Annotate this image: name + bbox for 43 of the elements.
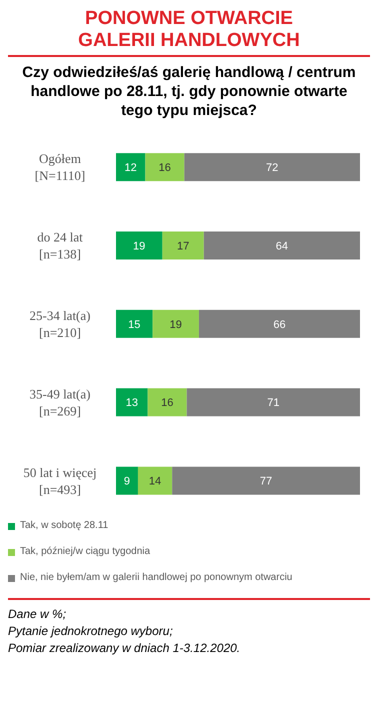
y-tick-label: do 24 lat [n=138] [37, 230, 84, 262]
chart-title: PONOWNE OTWARCIE GALERII HANDLOWYCH [8, 8, 370, 57]
y-tick-label: 50 lat i więcej [n=493] [23, 464, 97, 497]
data-label: 9 [124, 476, 130, 488]
chart-subtitle: Czy odwiedziłeś/aś galerię handlową / centrum handlowe po 28.11, tj. gdy ponownie otwarte tego typu miejsca? [22, 63, 356, 120]
data-label: 66 [273, 318, 286, 331]
data-label: 72 [266, 162, 278, 174]
data-label: 13 [126, 397, 138, 410]
text: Pytanie jednokrotnego wyboru; [8, 623, 174, 640]
y-tick-label: 35-49 lat(a) [n=269] [29, 386, 91, 418]
data-label: 15 [128, 318, 140, 331]
legend-label: Nie, nie byłem/am w galerii handlowej po ponownym otwarciu [20, 572, 292, 584]
bar [116, 388, 148, 416]
bar [138, 466, 172, 495]
bar [186, 388, 360, 416]
legend-label: Tak, później/w ciągu tygodnia [20, 546, 150, 558]
data-label: 12 [124, 162, 137, 174]
legend-label: Tak, w sobotę 28.11 [20, 520, 108, 532]
data-label: 77 [260, 476, 272, 488]
bar [204, 231, 360, 260]
data-label: 19 [170, 318, 182, 331]
bar [172, 466, 360, 495]
y-tick-label: Ogółem [N=1110] [34, 151, 86, 184]
bar [116, 310, 153, 338]
data-label: 64 [276, 240, 288, 252]
bar [148, 388, 187, 416]
bar [145, 153, 184, 182]
text: Dane w %; [8, 606, 68, 623]
data-label: 17 [176, 240, 190, 252]
data-label: 16 [158, 162, 171, 174]
bar [198, 310, 360, 338]
bar [184, 153, 360, 182]
bar [116, 153, 146, 182]
data-label: 71 [267, 397, 280, 410]
y-tick-label: 25-34 lat(a) [n=210] [29, 308, 91, 340]
text: Pomiar zrealizowany w dniach 1-3.12.2020. [8, 640, 242, 657]
bar [152, 310, 199, 338]
data-label: 19 [133, 240, 146, 252]
bar [116, 466, 138, 495]
bar [116, 231, 162, 260]
data-label: 14 [148, 476, 162, 488]
bar [162, 231, 204, 260]
data-label: 16 [161, 397, 174, 410]
